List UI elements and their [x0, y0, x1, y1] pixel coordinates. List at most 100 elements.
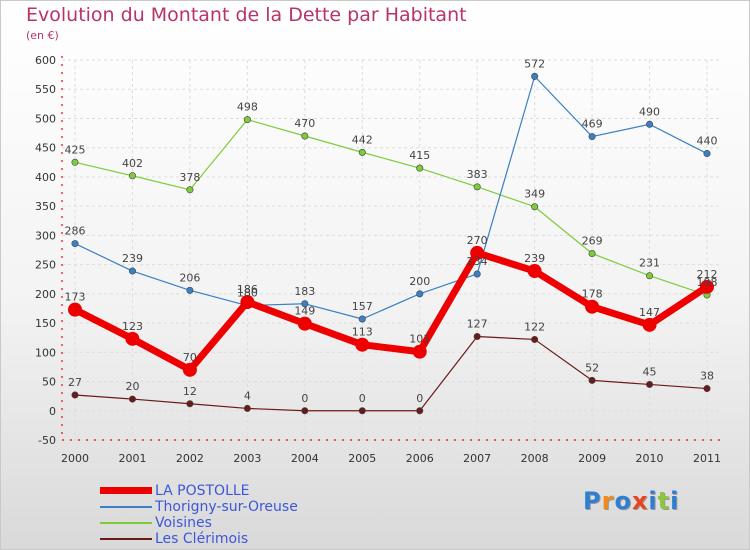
data-point	[700, 279, 714, 294]
data-point	[470, 245, 485, 260]
series-line-2	[74, 119, 708, 296]
y-tick-label: 200	[35, 288, 56, 301]
data-label: 183	[294, 285, 315, 298]
data-point	[416, 290, 424, 298]
data-label: 490	[639, 105, 660, 118]
data-label: 0	[301, 392, 308, 405]
x-tick-label: 2006	[406, 452, 434, 465]
x-tick-label: 2010	[636, 452, 664, 465]
chart-unit-label: (en €)	[26, 29, 59, 42]
y-tick-label: 350	[35, 200, 56, 213]
data-label: 425	[65, 143, 86, 156]
y-tick-label: 0	[49, 405, 56, 418]
data-label: 415	[409, 149, 430, 162]
data-label: 402	[122, 157, 143, 170]
data-point	[646, 380, 654, 388]
data-label: 101	[409, 333, 430, 346]
x-tick-label: 2005	[348, 452, 376, 465]
data-point	[703, 385, 711, 393]
data-point	[186, 286, 194, 294]
legend-label: LA POSTOLLE	[155, 483, 250, 499]
data-point	[531, 72, 539, 80]
data-label: 0	[359, 392, 366, 405]
data-label: 269	[582, 235, 603, 248]
legend-label: Les Clérimois	[155, 531, 249, 547]
data-point	[125, 331, 140, 346]
data-label: 383	[467, 168, 488, 181]
y-tick-label: 150	[35, 317, 56, 330]
data-point	[646, 120, 654, 128]
data-point	[355, 337, 370, 352]
legend-item-la-postolle: LA POSTOLLE	[100, 483, 360, 499]
x-tick-label: 2008	[521, 452, 549, 465]
data-label: 45	[643, 365, 657, 378]
legend-label: Thorigny-sur-Oreuse	[155, 499, 298, 515]
legend-label: Voisines	[155, 515, 212, 531]
data-label: 231	[639, 257, 660, 270]
data-label: 442	[352, 133, 373, 146]
data-point	[128, 267, 136, 275]
data-label: 149	[294, 305, 315, 318]
y-tick-label: 300	[35, 229, 56, 242]
data-label: 38	[700, 370, 714, 383]
data-point	[297, 316, 312, 331]
data-label: 4	[244, 389, 251, 402]
x-tick-label: 2007	[463, 452, 491, 465]
y-tick-label: 500	[35, 112, 56, 125]
data-label: 122	[524, 320, 545, 333]
data-point	[186, 186, 194, 194]
data-label: 178	[582, 288, 603, 301]
data-point	[301, 132, 309, 140]
x-tick-label: 2011	[693, 452, 721, 465]
y-tick-label: -50	[38, 434, 56, 447]
x-tick-label: 2004	[291, 452, 319, 465]
legend-swatch-les-clerimois	[100, 538, 152, 540]
data-point	[588, 133, 596, 141]
data-label: 186	[237, 283, 258, 296]
data-point	[128, 395, 136, 403]
data-point	[416, 164, 424, 172]
data-point	[473, 183, 481, 191]
data-point	[473, 270, 481, 278]
data-point	[68, 302, 82, 317]
data-label: 212	[697, 268, 718, 281]
chart-title: Evolution du Montant de la Dette par Hab…	[26, 4, 467, 26]
x-tick-label: 2001	[118, 452, 146, 465]
data-label: 12	[183, 385, 197, 398]
data-label: 349	[524, 188, 545, 201]
data-point	[531, 335, 539, 343]
data-point	[243, 116, 251, 124]
series-line-3	[74, 335, 708, 412]
data-label: 239	[524, 252, 545, 265]
data-point	[531, 203, 539, 211]
data-label: 469	[582, 118, 603, 131]
data-label: 239	[122, 252, 143, 265]
proxiti-logo: Proxiti	[583, 487, 680, 515]
y-tick-label: 550	[35, 83, 56, 96]
x-tick-label: 2003	[233, 452, 261, 465]
data-label: 52	[585, 361, 599, 374]
data-label: 127	[467, 318, 488, 331]
data-label: 173	[65, 291, 86, 304]
data-label: 572	[524, 57, 545, 70]
data-label: 0	[416, 392, 423, 405]
data-point	[186, 400, 194, 408]
y-tick-label: 50	[42, 376, 56, 389]
legend-item-voisines: Voisines	[100, 515, 360, 531]
data-point	[588, 376, 596, 384]
data-point	[358, 315, 366, 323]
data-point	[646, 272, 654, 280]
data-point	[182, 362, 197, 377]
data-point	[128, 172, 136, 180]
data-point	[71, 158, 79, 166]
data-point	[301, 407, 309, 415]
y-tick-label: 450	[35, 142, 56, 155]
data-point	[243, 404, 251, 412]
data-point	[585, 299, 600, 314]
data-label: 123	[122, 320, 143, 333]
data-point	[240, 295, 255, 310]
data-label: 113	[352, 326, 373, 339]
data-label: 20	[125, 380, 139, 393]
